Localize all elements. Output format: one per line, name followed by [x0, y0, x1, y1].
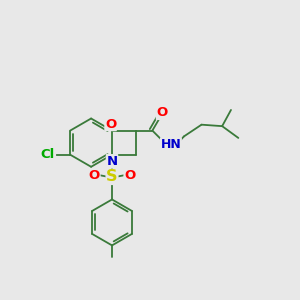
Text: Cl: Cl [40, 148, 55, 161]
Text: O: O [157, 106, 168, 119]
Text: O: O [124, 169, 135, 182]
Text: HN: HN [160, 138, 181, 151]
Text: O: O [105, 118, 116, 130]
Text: N: N [106, 155, 118, 168]
Text: S: S [106, 169, 118, 184]
Text: O: O [89, 169, 100, 182]
